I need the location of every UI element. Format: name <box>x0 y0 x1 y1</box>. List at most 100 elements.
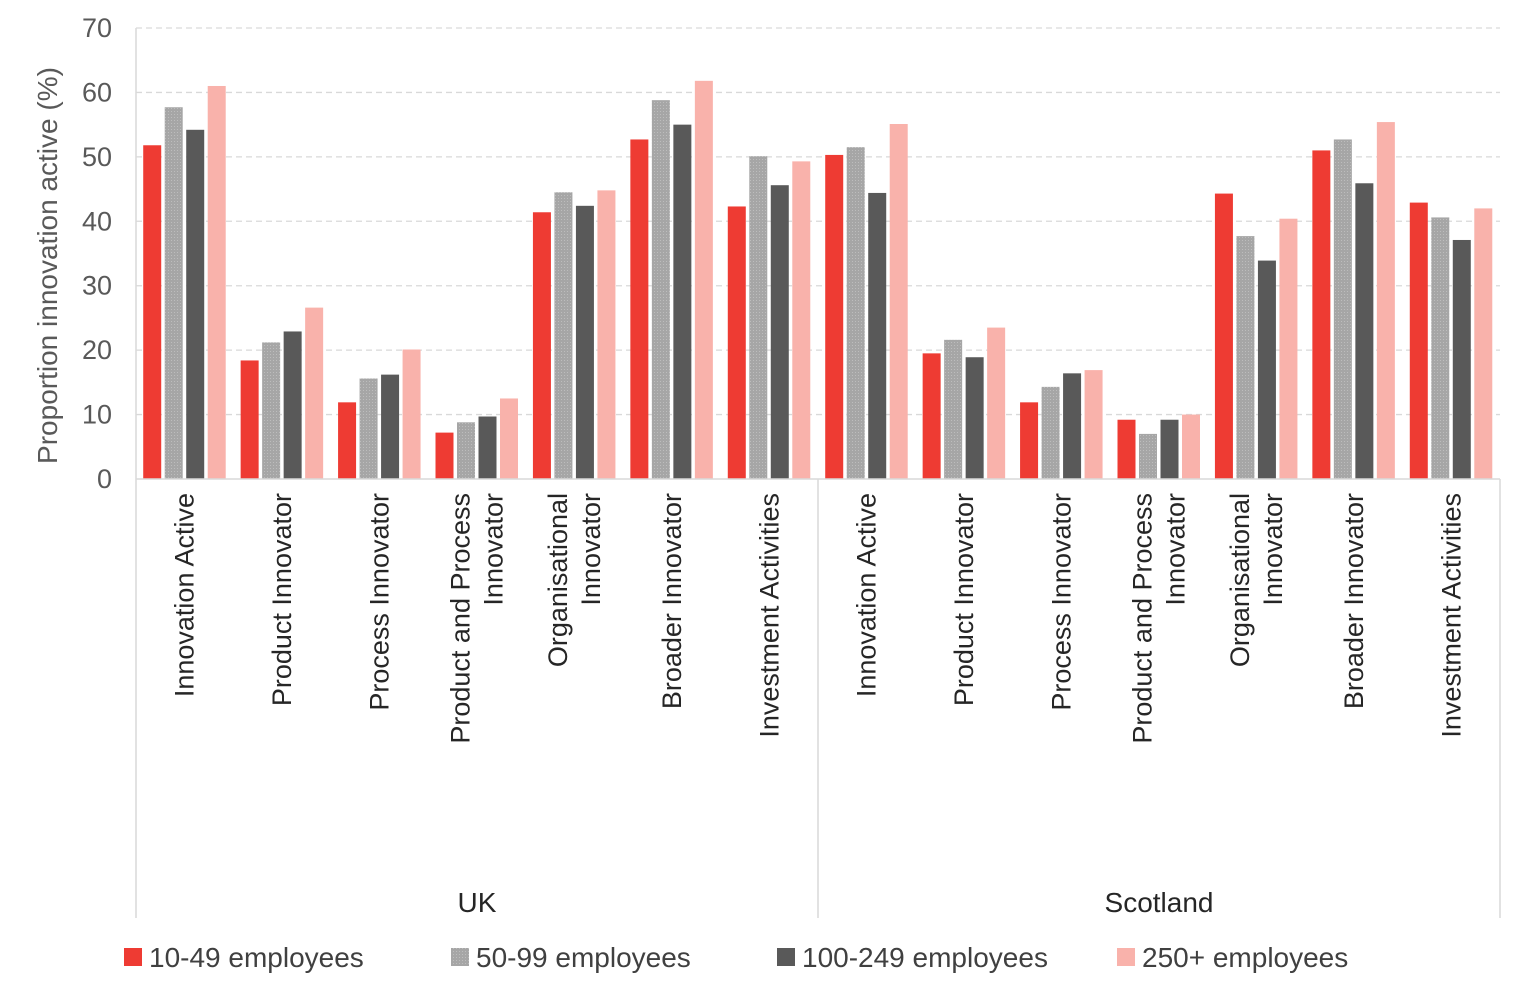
legend-item-100-249-employees: 100-249 employees <box>777 942 1048 973</box>
bar-100-249-employees-scotland-organisational-innovator <box>1257 260 1276 479</box>
legend-item-10-49-employees: 10-49 employees <box>124 942 364 973</box>
bar-50-99-employees-uk-organisational-innovator <box>554 192 573 480</box>
bar-250-employees-scotland-product-and-process-innovator <box>1182 414 1200 479</box>
bar-250-employees-scotland-process-innovator <box>1084 370 1103 479</box>
bar-10-49-employees-uk-broader-innovator <box>630 139 649 479</box>
bar-10-49-employees-uk-product-innovator <box>240 360 259 479</box>
bar-100-249-employees-scotland-innovation-active <box>868 192 887 480</box>
bar-100-249-employees-uk-organisational-innovator <box>575 205 594 479</box>
category-label: Innovator <box>479 493 509 606</box>
bar-100-249-employees-uk-innovation-active <box>186 129 205 479</box>
bar-10-49-employees-uk-innovation-active <box>143 145 162 479</box>
labels: 0 10 20 30 40 50 60 70 Innovation Active Product … <box>32 13 1466 918</box>
y-tick-label: 0 <box>97 464 112 494</box>
legend-swatch <box>451 948 469 966</box>
gridlines <box>136 27 1500 416</box>
bar-250-employees-uk-process-innovator <box>402 349 421 479</box>
category-label: Product Innovator <box>267 493 297 706</box>
bar-250-employees-scotland-investment-activities <box>1474 208 1493 479</box>
bar-50-99-employees-uk-process-innovator <box>359 378 378 479</box>
legend-swatch <box>777 948 795 966</box>
bar-50-99-employees-scotland-innovation-active <box>846 147 865 479</box>
category-label: Broader Innovator <box>657 493 687 709</box>
bar-10-49-employees-uk-organisational-innovator <box>532 212 551 479</box>
category-label: Investment Activities <box>1436 493 1466 738</box>
bar-10-49-employees-uk-investment-activities <box>727 206 746 479</box>
bar-10-49-employees-uk-product-and-process-innovator <box>435 432 454 479</box>
bar-100-249-employees-uk-process-innovator <box>381 374 400 479</box>
y-tick-label: 70 <box>82 13 112 43</box>
group-label-uk: UK <box>458 887 497 918</box>
category-label: Innovation Active <box>170 493 200 697</box>
bar-50-99-employees-uk-innovation-active <box>164 107 183 480</box>
bar-50-99-employees-scotland-product-and-process-innovator <box>1139 433 1157 479</box>
legend-label: 50-99 employees <box>476 942 691 973</box>
category-label: Innovator <box>576 493 606 606</box>
bar-250-employees-uk-innovation-active <box>207 85 226 479</box>
legend-swatch <box>1117 948 1135 966</box>
category-label: Product Innovator <box>949 493 979 706</box>
bar-50-99-employees-scotland-process-innovator <box>1041 386 1060 479</box>
bar-50-99-employees-scotland-product-innovator <box>944 339 963 479</box>
legend-label: 10-49 employees <box>149 942 364 973</box>
category-label: Investment Activities <box>754 493 784 738</box>
bar-100-249-employees-uk-product-and-process-innovator <box>478 416 497 479</box>
y-tick-label: 10 <box>82 400 112 430</box>
category-label: Product and Process <box>1128 493 1158 744</box>
bar-50-99-employees-scotland-broader-innovator <box>1333 139 1352 479</box>
bar-10-49-employees-scotland-organisational-innovator <box>1214 193 1233 479</box>
bar-250-employees-uk-product-and-process-innovator <box>500 398 518 479</box>
legend-item-250-employees: 250+ employees <box>1117 942 1348 973</box>
bar-10-49-employees-scotland-product-and-process-innovator <box>1117 419 1136 479</box>
bar-250-employees-scotland-broader-innovator <box>1376 122 1395 480</box>
bar-100-249-employees-scotland-product-and-process-innovator <box>1160 419 1179 479</box>
category-label: Organisational <box>1225 493 1255 667</box>
category-label: Organisational <box>543 493 573 667</box>
bar-10-49-employees-scotland-process-innovator <box>1020 402 1039 479</box>
legend-item-50-99-employees: 50-99 employees <box>451 942 691 973</box>
category-label: Innovation Active <box>852 493 882 697</box>
bar-250-employees-uk-broader-innovator <box>694 80 713 480</box>
bar-50-99-employees-scotland-investment-activities <box>1431 217 1450 480</box>
bar-10-49-employees-scotland-broader-innovator <box>1312 150 1331 479</box>
category-label: Innovator <box>1161 493 1191 606</box>
legend-label: 100-249 employees <box>802 942 1048 973</box>
bars <box>143 80 1493 480</box>
bar-100-249-employees-scotland-process-innovator <box>1063 373 1082 479</box>
bar-10-49-employees-scotland-investment-activities <box>1409 202 1428 479</box>
group-label-scotland: Scotland <box>1105 887 1214 918</box>
bar-250-employees-scotland-innovation-active <box>889 123 908 480</box>
bar-250-employees-uk-investment-activities <box>792 161 811 480</box>
bar-100-249-employees-uk-broader-innovator <box>673 124 692 480</box>
y-tick-label: 50 <box>82 142 112 172</box>
bar-10-49-employees-uk-process-innovator <box>338 402 357 479</box>
legend: 10-49 employees 50-99 employees 100-249 em… <box>124 942 1348 973</box>
axes <box>135 28 1501 918</box>
category-label: Process Innovator <box>365 493 395 711</box>
category-label: Product and Process <box>446 493 476 744</box>
bar-50-99-employees-scotland-organisational-innovator <box>1236 236 1255 479</box>
legend-swatch <box>124 948 142 966</box>
y-tick-label: 20 <box>82 335 112 365</box>
bar-50-99-employees-uk-broader-innovator <box>651 100 670 479</box>
bar-50-99-employees-uk-product-and-process-innovator <box>457 422 475 479</box>
category-label: Process Innovator <box>1047 493 1077 711</box>
bar-50-99-employees-uk-product-innovator <box>262 342 281 479</box>
y-tick-label: 40 <box>82 206 112 236</box>
bar-10-49-employees-scotland-innovation-active <box>825 154 844 479</box>
bar-100-249-employees-uk-product-innovator <box>283 331 302 479</box>
bar-250-employees-scotland-product-innovator <box>987 327 1006 479</box>
bar-250-employees-scotland-organisational-innovator <box>1279 218 1298 480</box>
y-tick-label: 60 <box>82 77 112 107</box>
y-tick-label: 30 <box>82 271 112 301</box>
bar-100-249-employees-scotland-broader-innovator <box>1355 183 1374 479</box>
bar-100-249-employees-scotland-product-innovator <box>965 357 984 479</box>
bar-100-249-employees-scotland-investment-activities <box>1452 239 1471 479</box>
bar-250-employees-uk-product-innovator <box>305 307 324 479</box>
bar-100-249-employees-uk-investment-activities <box>770 185 789 479</box>
bar-10-49-employees-scotland-product-innovator <box>922 353 941 479</box>
bar-50-99-employees-uk-investment-activities <box>749 156 768 479</box>
y-axis-title: Proportion innovation active (%) <box>32 67 63 464</box>
